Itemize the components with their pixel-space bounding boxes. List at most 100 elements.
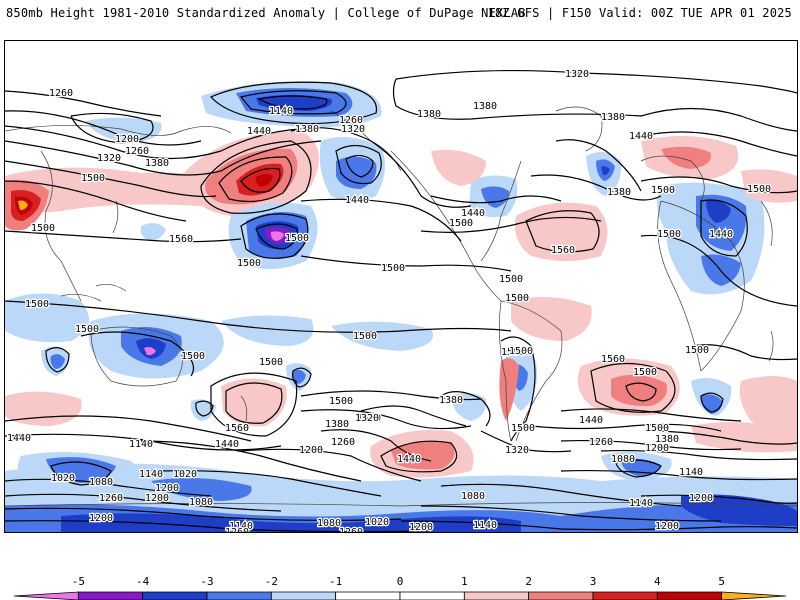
contour-label-l1500-io: 1500 [25, 299, 49, 310]
contour-1020-sw [50, 461, 112, 486]
colorbar-tick-7: 2 [525, 575, 532, 588]
contour-label-l1020-so2: 1020 [173, 469, 197, 480]
contour-label-l1260-sat: 1260 [589, 437, 613, 448]
colorbar-tick-labels: -5 -4 -3 -2 -1 0 1 2 3 4 5 [72, 575, 725, 588]
contour-1080-sp [160, 470, 382, 497]
colorbar-swatch-7 [463, 591, 530, 600]
contour-label-l1080-so4: 1080 [461, 491, 485, 502]
contour-label-l1140-sio: 1140 [679, 467, 703, 478]
contour-label-l1320-sp2: 1320 [355, 413, 379, 424]
coast-antarctica [5, 502, 797, 507]
contour-label-l1560-atl: 1560 [551, 245, 575, 256]
anomaly-neg1-trop-e2 [331, 321, 433, 351]
contour-label-l1440-eu: 1440 [629, 131, 653, 142]
contour-label-l1500-aus2: 1500 [353, 331, 377, 342]
contour-label-l1500-us: 1500 [449, 218, 473, 229]
colorbar-swatch-9 [592, 591, 658, 600]
contour-label-l1440-us: 1440 [461, 208, 485, 219]
contour-label-l1080-so3: 1080 [317, 518, 341, 529]
anomaly-neg5-trop-c [144, 347, 156, 356]
coast-siberia [5, 125, 232, 136]
coast-australia [90, 326, 183, 387]
contour-1320-goa [335, 144, 382, 185]
contour-1500-sa [500, 336, 536, 442]
contour-1500-small-sp2 [195, 400, 214, 417]
contour-1500-sat [530, 423, 722, 432]
contour-1560-wp [5, 230, 242, 243]
anomaly-neg3-np-north [256, 94, 332, 111]
contour-label-l1200-sio2: 1200 [655, 521, 679, 532]
contour-1380-wp [5, 140, 322, 176]
contour-1320-sa [480, 430, 572, 453]
contour-label-l1140-so2: 1140 [139, 469, 163, 480]
colorbar-tick-1: -4 [136, 575, 150, 588]
contour-label-l1560-sio: 1560 [601, 354, 625, 365]
contour-label-l1500-p2: 1500 [237, 258, 261, 269]
colorbar-swatch-4 [270, 591, 337, 600]
contour-label-l1440-w: 1440 [7, 433, 31, 444]
contour-label-l1260-wp: 1260 [125, 146, 149, 157]
contour-1080-sat [440, 483, 682, 507]
colorbar-tick-0: -5 [72, 575, 85, 588]
anomaly-map: 1320 1260 1140 1260 1320 1380 1440 1200 1260 1320… [5, 68, 797, 532]
anomaly-neg1-sp-dot2 [190, 399, 216, 421]
contour-label-l1320-n: 1320 [565, 69, 589, 80]
contour-1260-nw [5, 90, 162, 117]
contour-1440-sep-high [380, 440, 458, 473]
anomaly-neg1-sa-w [451, 393, 487, 421]
contour-1500-africa [640, 234, 797, 307]
contour-1380-sio [660, 430, 797, 445]
contour-label-l1500-sp: 1500 [329, 396, 353, 407]
contour-1380-goa [345, 154, 374, 178]
contour-1380-neu [640, 107, 797, 132]
contour-label-l1440-sat: 1440 [579, 415, 603, 426]
colorbar-tick-9: 4 [654, 575, 661, 588]
contour-1440-sp [5, 415, 252, 442]
contour-label-l1200-so3: 1200 [409, 522, 433, 532]
coast-indonesia [60, 284, 127, 302]
contour-1500-trop [5, 300, 512, 333]
contour-label-l1500-p1: 1500 [285, 233, 309, 244]
contour-1320-arctic-2 [392, 78, 642, 120]
contour-label-l1380-ne: 1380 [473, 101, 497, 112]
contour-1500-na [300, 255, 512, 272]
contour-label-l1500-sp2: 1500 [501, 347, 525, 358]
contour-label-l1440-sp2: 1440 [397, 454, 421, 465]
colorbar-swatch-1 [77, 591, 144, 600]
contour-1500-sat-inner [625, 382, 657, 402]
coast-south-america [500, 300, 563, 442]
contour-label-l1260-sp: 1260 [331, 437, 355, 448]
contour-1440-east [700, 199, 748, 257]
contour-1380-nep-low [255, 223, 298, 250]
coast-arabia [760, 200, 773, 247]
contour-1500-trop-2 [80, 331, 195, 377]
colorbar-swatch-6 [399, 591, 465, 600]
colorbar-tick-3: -2 [265, 575, 278, 588]
contour-1260-sat [560, 439, 742, 451]
contour-label-l1140-sp: 1140 [129, 439, 153, 450]
colorbar-tick-6: 1 [461, 575, 468, 588]
coast-na-east [480, 160, 522, 262]
contour-label-l1140-so3: 1140 [229, 521, 253, 532]
coast-greenland [555, 106, 603, 152]
contour-1500-cnp-ring-2 [240, 167, 281, 193]
anomaly-pos1-ind [741, 169, 797, 203]
anomaly-pos5-asia-west [18, 200, 28, 210]
contour-label-l1500-asia: 1500 [81, 173, 105, 184]
colorbar-tick-4: -1 [329, 575, 342, 588]
anomaly-neg2-goa [336, 156, 377, 189]
contour-label-l1320-wp: 1320 [97, 153, 121, 164]
model-valid-time: 18Z GFS | F150 Valid: 00Z TUE APR 01 202… [487, 6, 792, 20]
height-contours [5, 69, 797, 532]
contour-1380-sa [440, 391, 491, 427]
anomaly-shading [5, 81, 797, 532]
coast-japan [112, 200, 119, 234]
contour-1140-sw [5, 493, 282, 512]
contour-1320-sp [360, 405, 467, 427]
contour-label-l1380-np: 1380 [295, 124, 319, 135]
colorbar-swatch-0 [13, 591, 79, 600]
contour-1500-us [420, 216, 602, 233]
colorbar-swatch-3 [206, 591, 272, 600]
contour-label-l1500-w: 1500 [31, 223, 55, 234]
anomaly-neg2-sp-south [151, 477, 252, 501]
